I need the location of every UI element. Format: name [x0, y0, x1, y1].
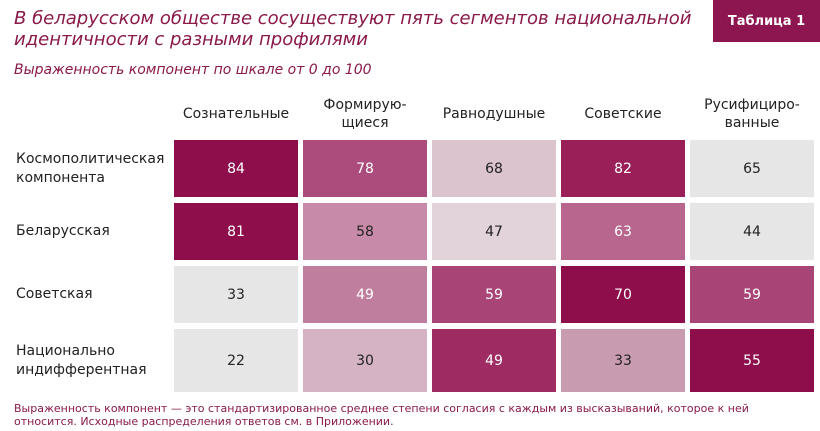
cell-value: 47 [485, 223, 503, 240]
cell: 81 [174, 203, 298, 260]
cell: 82 [561, 140, 685, 197]
cell: 63 [561, 203, 685, 260]
cell-value: 30 [356, 352, 374, 369]
cell: 68 [432, 140, 556, 197]
row-header: Советская [16, 286, 93, 302]
cell-value: 82 [614, 160, 632, 177]
column-header: Равнодушные [442, 106, 546, 122]
cell: 22 [174, 329, 298, 392]
cell: 49 [303, 266, 427, 323]
footnote: Выраженность компонент — это стандартизи… [14, 402, 749, 428]
cell-value: 44 [743, 223, 761, 240]
row-header: Космополитическая компонента [16, 150, 165, 186]
cell: 33 [174, 266, 298, 323]
cell: 70 [561, 266, 685, 323]
cell-value: 49 [485, 352, 503, 369]
row-header: Национально индифферентная [16, 342, 147, 378]
cell: 44 [690, 203, 814, 260]
cell-value: 55 [743, 352, 761, 369]
cell: 30 [303, 329, 427, 392]
cell-value: 49 [356, 286, 374, 303]
cell: 49 [432, 329, 556, 392]
cell: 33 [561, 329, 685, 392]
column-header: Сознательные [182, 106, 290, 122]
column-header: Советские [584, 106, 662, 122]
cell-value: 68 [485, 160, 503, 177]
cell: 55 [690, 329, 814, 392]
cell-value: 78 [356, 160, 374, 177]
title: В беларусском обществе сосуществуют пять… [14, 8, 692, 50]
badge: Таблица 1 [713, 0, 820, 42]
cell: 59 [432, 266, 556, 323]
cell-value: 33 [227, 286, 245, 303]
cell-value: 63 [614, 223, 632, 240]
cell-value: 59 [485, 286, 503, 303]
cell-value: 70 [614, 286, 632, 303]
cell-value: 33 [614, 352, 632, 369]
cell-value: 59 [743, 286, 761, 303]
cell: 78 [303, 140, 427, 197]
row-header: Беларусская [16, 223, 110, 239]
cell: 84 [174, 140, 298, 197]
cell: 65 [690, 140, 814, 197]
column-header: Формирую- щиеся [323, 97, 407, 131]
cell: 58 [303, 203, 427, 260]
cell-value: 81 [227, 223, 245, 240]
cell-value: 84 [227, 160, 245, 177]
column-header: Русифициро- ванные [704, 97, 800, 131]
cell: 47 [432, 203, 556, 260]
cell-value: 58 [356, 223, 374, 240]
cell-value: 65 [743, 160, 761, 177]
cell-value: 22 [227, 352, 245, 369]
cell: 59 [690, 266, 814, 323]
subtitle: Выраженность компонент по шкале от 0 до … [14, 62, 372, 78]
